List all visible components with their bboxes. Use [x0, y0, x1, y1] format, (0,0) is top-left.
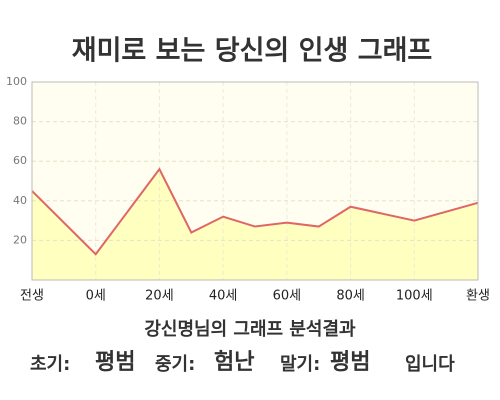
summary-label: 초기:	[30, 354, 70, 375]
summary-title: 강신명님의 그래프 분석결과	[144, 319, 356, 340]
y-tick-label: 100	[6, 75, 27, 88]
line	[31, 167, 479, 256]
y-tick-label: 20	[13, 233, 27, 246]
x-tick-label: 40세	[209, 289, 238, 304]
chart-title: 재미로 보는 당신의 인생 그래프	[72, 36, 433, 67]
y-tick-label: 80	[13, 115, 27, 128]
summary-label: 말기:	[280, 354, 320, 375]
plot-border	[31, 81, 479, 281]
x-tick-label: 100세	[396, 289, 433, 304]
x-tick-label: 20세	[145, 289, 174, 304]
x-tick-label: 60세	[273, 289, 302, 304]
x-tick-label: 0세	[86, 289, 106, 304]
summary-value: 험난	[214, 349, 254, 375]
summary-value: 평범	[95, 350, 135, 375]
area	[32, 169, 478, 280]
x-tick-label: 80세	[336, 289, 365, 304]
summary-label: 중기:	[155, 354, 195, 375]
summary-ending: 입니다	[405, 353, 455, 375]
x-tick-label: 전생	[20, 289, 44, 304]
summary-value: 평범	[330, 350, 370, 375]
y-tick-label: 40	[13, 194, 27, 207]
y-tick-label: 60	[13, 154, 27, 167]
x-tick-label: 환생	[466, 289, 490, 304]
